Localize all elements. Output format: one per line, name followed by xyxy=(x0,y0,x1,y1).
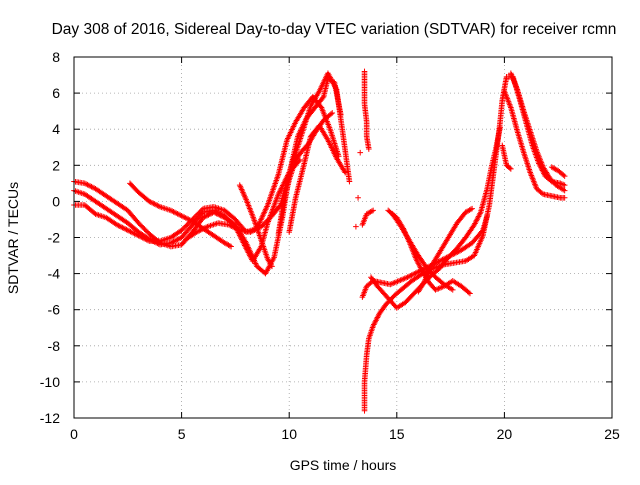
data-track xyxy=(361,68,372,152)
data-track xyxy=(499,142,514,172)
y-tick-label: -8 xyxy=(48,338,61,354)
x-tick-label: 20 xyxy=(497,426,513,442)
x-tick-label: 15 xyxy=(389,426,405,442)
data-track xyxy=(286,122,348,235)
data-track xyxy=(368,124,503,311)
label-layer: Day 308 of 2016, Sidereal Day-to-day VTE… xyxy=(5,21,616,473)
y-tick-label: -10 xyxy=(40,374,60,390)
data-track xyxy=(355,194,361,201)
x-tick-label: 0 xyxy=(70,426,78,442)
data-track xyxy=(353,223,359,230)
data-track xyxy=(127,180,234,250)
x-tick-label: 5 xyxy=(178,426,186,442)
chart-title: Day 308 of 2016, Sidereal Day-to-day VTE… xyxy=(52,21,617,38)
data-track xyxy=(236,182,275,270)
y-tick-label: 2 xyxy=(52,157,60,173)
data-track xyxy=(357,149,364,156)
data-track xyxy=(359,207,376,228)
tick-layer: 0 5 10 15 20 25 -12 -10 -8 -6 -4 -2 0 2 4 6 8 xyxy=(40,49,620,442)
y-tick-label: -6 xyxy=(48,302,61,318)
x-axis-label: GPS time / hours xyxy=(290,457,397,473)
y-tick-label: 4 xyxy=(52,121,60,137)
data-track xyxy=(508,70,568,194)
y-tick-label: -12 xyxy=(40,410,60,426)
data-track xyxy=(361,119,503,414)
y-tick-label: -2 xyxy=(48,230,61,246)
data-track xyxy=(548,164,568,179)
y-tick-label: 0 xyxy=(52,193,60,209)
x-tick-label: 10 xyxy=(281,426,297,442)
y-tick-label: -4 xyxy=(48,266,61,282)
data-layer xyxy=(71,68,568,414)
y-tick-label: 8 xyxy=(52,49,60,65)
data-track xyxy=(501,88,568,201)
x-tick-label: 25 xyxy=(604,426,620,442)
y-tick-label: 6 xyxy=(52,85,60,101)
data-track xyxy=(415,205,475,295)
y-axis-label: SDTVAR / TECUs xyxy=(5,182,21,294)
